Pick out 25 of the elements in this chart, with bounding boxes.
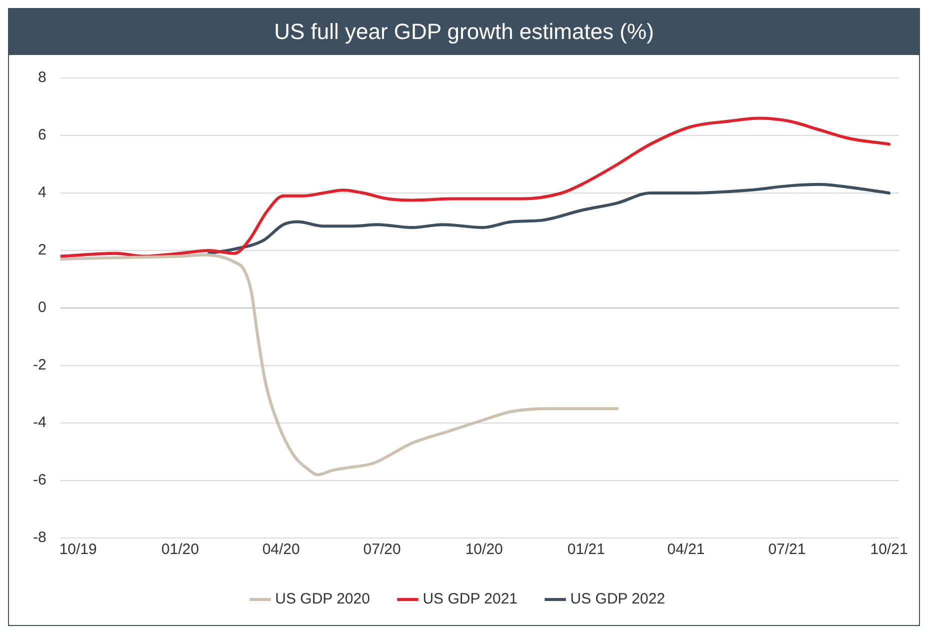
legend-label: US GDP 2020 [275,590,370,608]
y-tick-label: 6 [38,126,46,144]
x-tick-label: 07/21 [768,541,806,558]
legend-label: US GDP 2021 [422,590,518,608]
x-tick-label: 04/20 [262,541,300,558]
x-tick-label: 07/20 [363,541,401,558]
y-tick-label: -6 [32,472,46,489]
line-series [60,253,619,476]
x-tick-label: 04/21 [667,541,705,558]
legend-label: US GDP 2022 [570,590,666,608]
x-tick-label: 01/20 [161,541,199,558]
chart-title: US full year GDP growth estimates (%) [9,9,919,55]
y-tick-label: 8 [38,69,46,86]
x-tick-label: 01/21 [567,541,605,558]
x-tick-label: 10/21 [870,541,908,558]
y-tick-label: -8 [32,529,46,546]
y-tick-label: 4 [38,184,46,202]
y-tick-label: -2 [32,356,46,374]
line-series [60,116,891,258]
y-tick-label: 2 [38,242,46,259]
y-tick-label: -4 [32,414,46,432]
y-tick-label: 0 [38,299,46,316]
x-tick-label: 10/20 [465,541,503,558]
line-series [207,182,891,255]
x-tick-label: 10/19 [59,541,97,558]
